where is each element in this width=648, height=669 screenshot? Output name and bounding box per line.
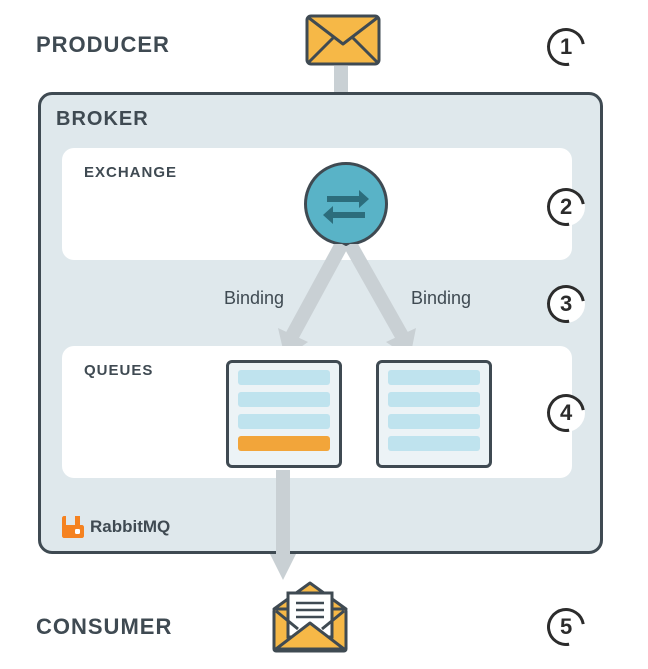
queue-b-slot	[388, 392, 480, 407]
step-number-5: 5	[560, 614, 572, 640]
producer-envelope-icon	[305, 14, 381, 66]
step-number-2: 2	[560, 194, 572, 220]
step-badge-5: 5	[540, 601, 593, 654]
queue-b-slot	[388, 370, 480, 385]
queue-a-slot	[238, 414, 330, 429]
step-badge-1: 1	[540, 21, 593, 74]
rabbitmq-logo: RabbitMQ	[62, 516, 170, 538]
binding-label-right: Binding	[411, 288, 471, 309]
queues-label: QUEUES	[84, 362, 153, 379]
broker-label: BROKER	[56, 108, 149, 131]
consumer-label: CONSUMER	[36, 614, 172, 640]
producer-label: PRODUCER	[36, 32, 170, 58]
step-number-3: 3	[560, 291, 572, 317]
rabbitmq-logo-text: RabbitMQ	[90, 517, 170, 537]
rabbitmq-logo-icon	[62, 516, 84, 538]
step-number-4: 4	[560, 400, 572, 426]
binding-label-left: Binding	[224, 288, 284, 309]
queue-b	[376, 360, 492, 468]
step-number-1: 1	[560, 34, 572, 60]
queue-b-slot	[388, 436, 480, 451]
diagram-canvas: PRODUCER 1 BROKER EXCHANGE 2 Binding Bin…	[0, 0, 648, 669]
queue-a-slot	[238, 370, 330, 385]
queue-b-slot	[388, 414, 480, 429]
exchange-icon	[304, 162, 388, 246]
exchange-label: EXCHANGE	[84, 164, 177, 181]
queue-a-slot-highlight	[238, 436, 330, 451]
queue-a-slot	[238, 392, 330, 407]
consumer-envelope-icon	[266, 579, 354, 655]
queue-a	[226, 360, 342, 468]
